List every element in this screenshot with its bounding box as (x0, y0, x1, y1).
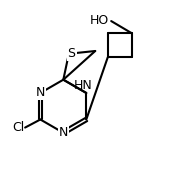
Text: HO: HO (90, 14, 109, 27)
Text: Cl: Cl (12, 121, 24, 134)
Text: S: S (68, 47, 75, 60)
Text: HN: HN (74, 79, 93, 92)
Text: N: N (36, 86, 45, 100)
Text: N: N (59, 126, 68, 139)
